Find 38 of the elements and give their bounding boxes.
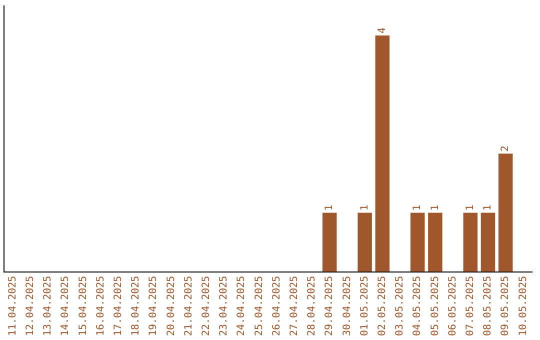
x-tick-label: 26.04.2025 [271,276,282,336]
x-tick-label: 03.05.2025 [394,276,406,336]
data-label: 1 [430,204,441,211]
x-tick-label: 21.04.2025 [183,276,194,336]
x-tick-label: 10.05.2025 [518,276,529,336]
x-tick-label: 09.05.2025 [500,276,512,336]
x-tick-label: 08.05.2025 [482,276,494,336]
x-tick-label: 30.04.2025 [342,276,353,336]
x-tick-label: 15.04.2025 [78,276,89,336]
x-tick-label: 22.04.2025 [200,276,212,336]
x-tick-label: 17.04.2025 [112,276,124,336]
x-tick-label: 04.05.2025 [412,276,424,336]
data-label: 1 [324,204,336,211]
x-tick-label: 23.04.2025 [218,276,230,336]
x-tick-label: 01.05.2025 [359,276,370,336]
x-tick-label: 16.04.2025 [95,276,106,336]
x-tick-label: 25.04.2025 [254,276,265,336]
data-label: 4 [376,28,388,34]
x-tick-label: 11.04.2025 [7,276,18,336]
data-label: 1 [412,204,424,211]
x-tick-label: 05.05.2025 [430,276,441,336]
x-tick-label: 19.04.2025 [148,276,160,336]
x-tick-label: 20.04.2025 [166,276,177,336]
x-tick-label: 06.05.2025 [447,276,458,336]
x-tick-label: 12.04.2025 [24,276,36,336]
x-tick-label: 07.05.2025 [464,276,476,336]
x-tick-label: 13.04.2025 [42,276,54,336]
x-tick-label: 24.04.2025 [236,276,248,336]
data-label: 1 [482,204,494,211]
data-label: 1 [464,204,476,211]
x-tick-label: 18.04.2025 [130,276,142,336]
x-tick-label: 27.04.2025 [288,276,300,336]
x-tick-label: 29.04.2025 [324,276,336,336]
x-tick-label: 14.04.2025 [60,276,72,336]
x-tick-label: 28.04.2025 [306,276,318,336]
data-label: 1 [359,204,370,211]
data-label: 2 [500,146,512,152]
x-tick-label: 02.05.2025 [376,276,388,336]
